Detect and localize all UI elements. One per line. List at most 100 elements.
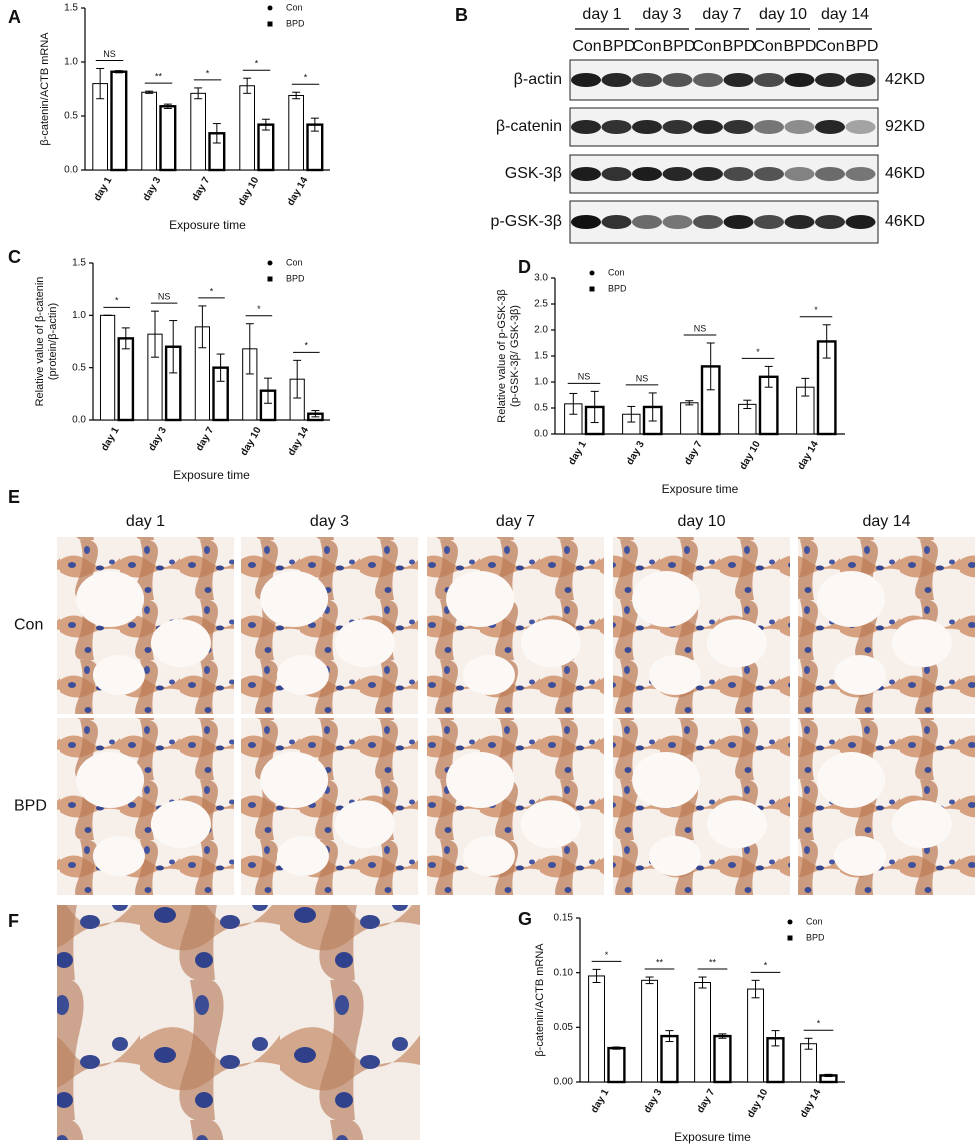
column-label: day 1 <box>126 513 165 530</box>
error-bar <box>698 976 707 989</box>
significance-label: * <box>814 305 818 315</box>
blot-group-label: BPD <box>603 38 636 55</box>
error-bar <box>261 118 270 131</box>
x-tick-label: day 1 <box>92 175 115 203</box>
error-bar <box>292 91 301 100</box>
blot-band <box>815 73 845 87</box>
alveolar-space <box>150 619 211 668</box>
blot-band <box>662 120 693 134</box>
y-tick-label: 0.0 <box>72 415 86 426</box>
blot-band <box>632 73 662 87</box>
y-tick-label: 2.5 <box>534 299 548 310</box>
error-bar <box>592 968 601 984</box>
blot-band <box>601 120 632 134</box>
blot-band <box>723 167 754 181</box>
alveolar-space <box>648 836 701 877</box>
bar <box>110 70 128 172</box>
x-tick-label: day 3 <box>147 425 170 453</box>
error-bar <box>243 77 252 94</box>
legend-label: Con <box>806 916 823 926</box>
alveolar-space <box>260 751 329 808</box>
y-axis-label: Relative value of p-GSK-3β <box>496 289 508 423</box>
protein-label: p-GSK-3β <box>491 213 562 230</box>
panel-letter: G <box>518 909 532 929</box>
alveolar-space <box>462 836 515 877</box>
significance-label: NS <box>578 372 591 382</box>
blot-band <box>754 215 784 229</box>
significance-label: * <box>255 59 259 69</box>
error-bar <box>764 365 773 388</box>
error-bar <box>96 67 105 100</box>
alveolar-space <box>632 751 701 808</box>
error-bar <box>245 323 254 375</box>
error-bar <box>145 90 154 94</box>
alveolar-space <box>334 800 395 849</box>
size-label: 46KD <box>885 165 925 182</box>
blot-day-label: day 7 <box>702 6 741 23</box>
legend-marker <box>267 5 273 11</box>
alveolar-space <box>92 836 145 877</box>
y-tick-label: 0.5 <box>534 403 548 414</box>
y-axis-label: Relative value of β-catenin <box>34 277 46 407</box>
x-axis-label: Exposure time <box>173 468 250 482</box>
panel-letter: D <box>518 257 531 277</box>
bar <box>680 402 699 435</box>
alveolar-space <box>276 655 329 696</box>
blot-band <box>632 167 662 181</box>
alveolar-space <box>817 751 886 808</box>
bar <box>694 982 711 1083</box>
x-axis-label: Exposure time <box>674 1130 751 1144</box>
significance-label: * <box>764 961 768 971</box>
significance-label: * <box>206 68 210 78</box>
significance-label: NS <box>103 49 116 59</box>
bar <box>288 94 304 171</box>
alveolar-space <box>334 619 395 668</box>
blot-day-label: day 10 <box>759 6 807 23</box>
y-tick-label: 1.0 <box>534 377 548 388</box>
micrograph <box>57 905 420 1140</box>
x-tick-label: day 1 <box>567 439 590 467</box>
significance-label: * <box>817 1019 821 1029</box>
error-bar <box>743 399 752 410</box>
error-bar <box>163 103 172 109</box>
blot-group-label: Con <box>815 38 844 55</box>
error-bar <box>751 979 760 999</box>
blot-band <box>662 167 693 181</box>
panel-letter: B <box>455 5 468 25</box>
legend-label: BPD <box>286 18 305 28</box>
bar-chart: G 0.00 0.05 0.10 0.15 β-catenin/ACTB mRNA Expo… <box>518 909 845 1144</box>
error-bar <box>685 400 694 406</box>
bar <box>159 105 177 172</box>
bar <box>99 314 116 421</box>
blot-band <box>601 167 632 181</box>
bar <box>117 337 135 422</box>
error-bar <box>612 1046 621 1050</box>
y-tick-label: 0.10 <box>554 967 574 978</box>
panel-letter: C <box>8 247 21 267</box>
blot-band <box>571 120 601 134</box>
alveolar-space <box>92 655 145 696</box>
size-label: 92KD <box>885 118 925 135</box>
size-label: 42KD <box>885 71 925 88</box>
legend-marker <box>589 286 595 292</box>
blot-band <box>693 73 723 87</box>
micrograph <box>241 718 418 895</box>
alveolar-space <box>648 655 701 696</box>
y-axis-label: β-catenin/ACTB mRNA <box>534 943 546 1057</box>
alveolar-space <box>462 655 515 696</box>
blot-group-label: Con <box>692 38 721 55</box>
error-bar <box>706 342 715 391</box>
micrograph <box>57 718 234 895</box>
legend-marker <box>267 21 273 27</box>
error-bar <box>569 392 578 415</box>
y-tick-label: 0.5 <box>64 111 78 122</box>
alveolar-space <box>520 619 581 668</box>
y-tick-label: 0.05 <box>554 1022 574 1033</box>
x-tick-label: day 10 <box>236 175 261 208</box>
size-label: 46KD <box>885 213 925 230</box>
panel-letter: E <box>8 487 20 507</box>
row-label: Con <box>14 617 43 634</box>
bar <box>239 85 256 171</box>
column-label: day 14 <box>862 513 910 530</box>
